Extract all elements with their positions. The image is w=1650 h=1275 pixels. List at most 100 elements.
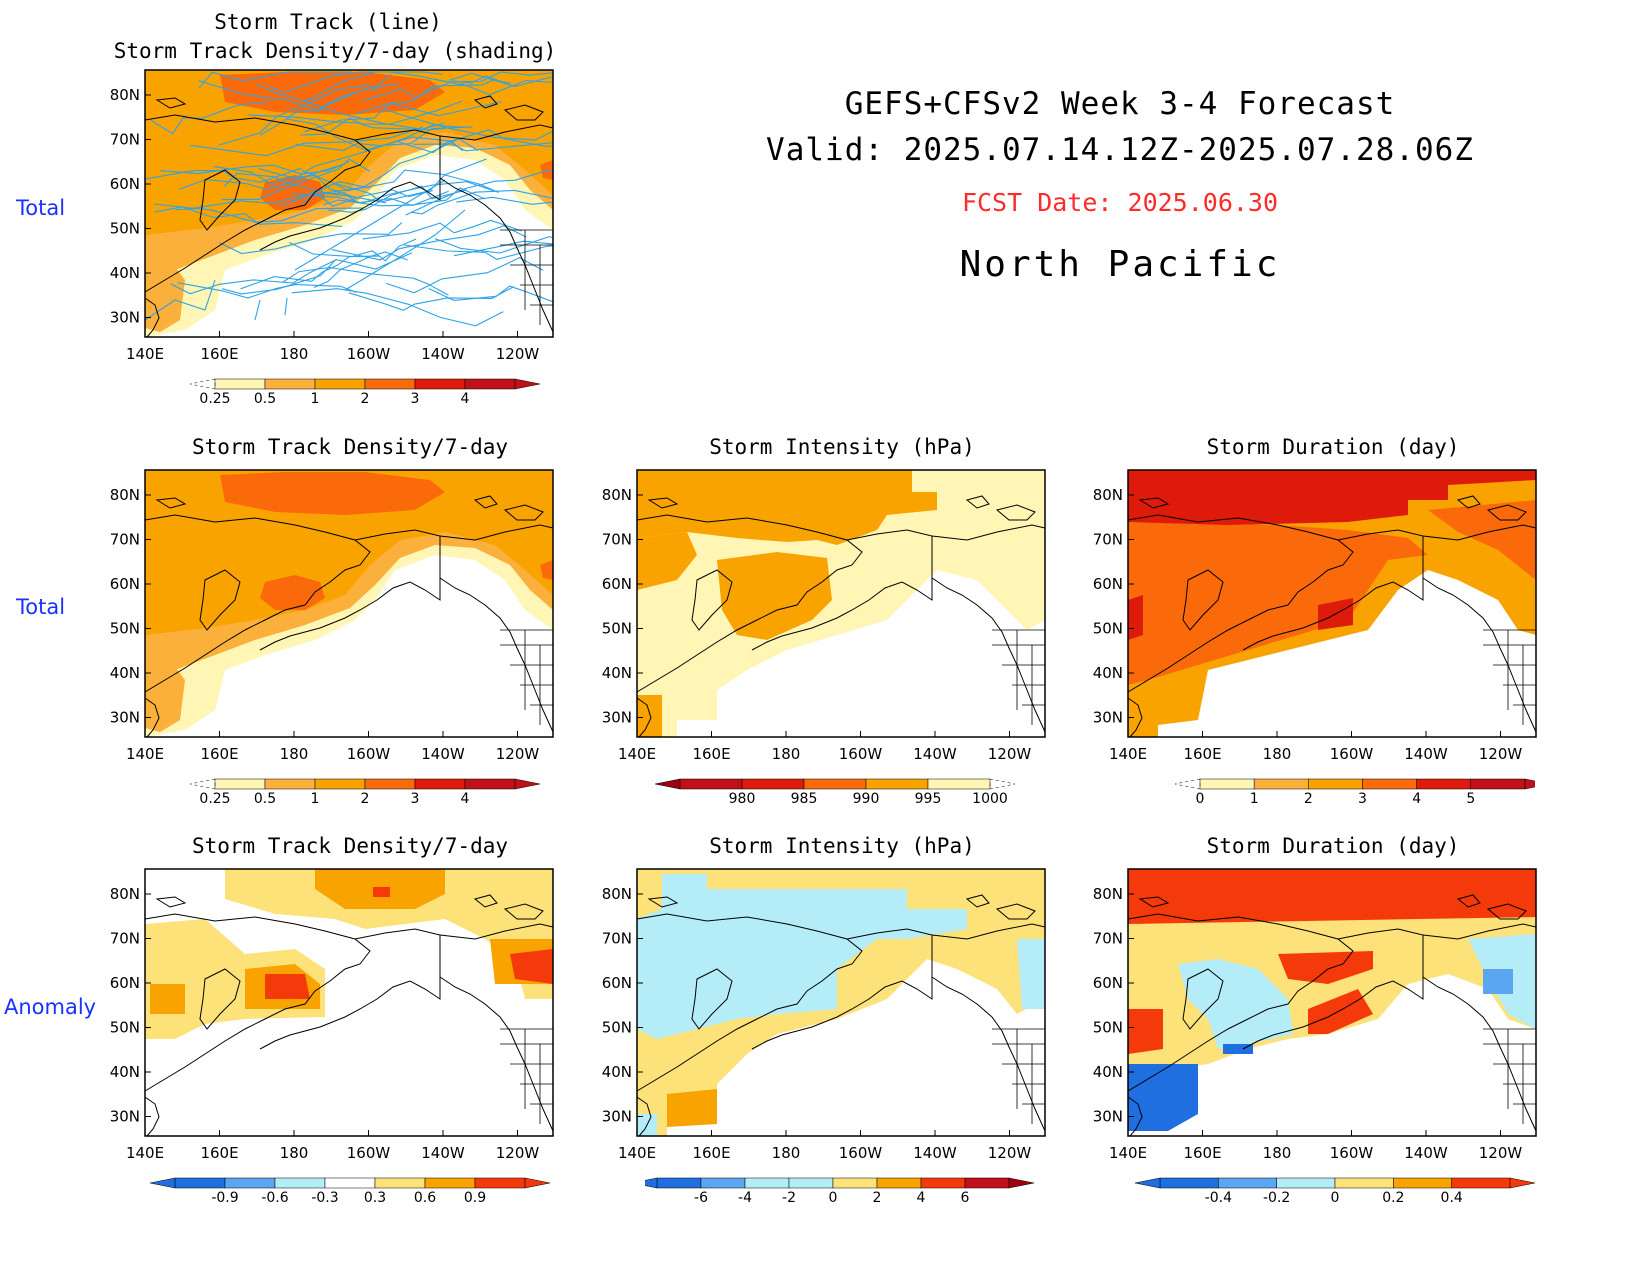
lon-label: 140W — [913, 745, 957, 763]
lat-label: 50N — [1093, 620, 1123, 638]
colorbar-segment — [865, 778, 929, 790]
colorbar-segment — [274, 1177, 326, 1189]
storm-track-line — [286, 118, 464, 152]
colorbar-segment — [414, 378, 466, 390]
colorbar-segment — [1451, 1177, 1511, 1189]
storm-track-line — [177, 282, 357, 299]
storm-track-line — [223, 172, 387, 204]
coastline — [439, 976, 554, 1132]
colorbar-label: 0.25 — [199, 791, 230, 806]
storm-track-line — [361, 75, 514, 102]
lon-label: 160W — [347, 1144, 391, 1162]
lon-label: 120W — [496, 345, 540, 363]
storm-track-line — [198, 71, 351, 89]
coastline — [439, 177, 554, 333]
coastline — [1182, 968, 1224, 1030]
duration-3-4 — [1128, 520, 1428, 685]
lon-label: 140W — [1404, 745, 1448, 763]
colorbar-segment — [1199, 778, 1255, 790]
density-contour-1 — [145, 470, 553, 635]
storm-track-line — [434, 236, 553, 254]
colorbar-duration-total: 0 1 2 3 4 5 — [1174, 778, 1535, 806]
coastline — [1422, 976, 1537, 1132]
coastline — [155, 497, 187, 509]
lat-label: 80N — [602, 885, 632, 903]
lon-label: 120W — [496, 745, 540, 763]
coastline — [1422, 923, 1537, 940]
colorbar-segment — [744, 1177, 790, 1189]
coastline — [1317, 529, 1424, 623]
coastline — [144, 913, 371, 1092]
colorbar-segment — [1362, 778, 1417, 790]
forecast-title: GEFS+CFSv2 Week 3-4 Forecast — [844, 86, 1396, 122]
coastline — [144, 514, 371, 693]
lon-label: 140W — [1404, 1144, 1448, 1162]
colorbar-segment — [424, 1177, 476, 1189]
colorbar-label: 2 — [1304, 791, 1313, 806]
coastline — [439, 577, 554, 733]
lat-label: 70N — [602, 531, 632, 549]
coastline — [503, 903, 544, 920]
lon-label: 160W — [347, 745, 391, 763]
colorbar-segment — [927, 778, 991, 790]
colorbar-label: 3 — [411, 791, 420, 806]
storm-track-line — [279, 189, 433, 207]
storm-track-line — [218, 84, 378, 146]
storm-track-line — [284, 297, 288, 316]
density-contour-2 — [260, 575, 325, 610]
panel-title-intensity-total: Storm Intensity (hPa) — [709, 435, 975, 459]
storm-track-line — [221, 158, 371, 201]
colorbar-segment — [214, 378, 266, 390]
intensity-990-995 — [637, 470, 937, 545]
intensity-anomaly-neg2-0 — [637, 874, 967, 1039]
colorbar-label: 2 — [361, 391, 370, 406]
coastline — [636, 913, 863, 1092]
colorbar-label: -6 — [694, 1190, 708, 1205]
storm-track-line — [460, 79, 553, 96]
colorbar-duration-anomaly: -0.4 -0.2 0 0.2 0.4 — [1135, 1177, 1535, 1205]
lat-label: 60N — [1093, 575, 1123, 593]
colorbar-segment — [1159, 1177, 1219, 1189]
lon-label: 120W — [988, 745, 1032, 763]
colorbar-segment — [314, 778, 366, 790]
coastline — [259, 621, 336, 651]
lon-label: 140W — [913, 1144, 957, 1162]
coastline — [1422, 577, 1537, 733]
lat-label: 60N — [602, 974, 632, 992]
storm-track-line — [289, 238, 417, 262]
duration-anomaly-neg0.2-0 — [1178, 959, 1293, 1049]
coastline — [636, 697, 652, 738]
coastline — [334, 529, 441, 623]
colorbar-label: 6 — [961, 1190, 970, 1205]
lat-label: 80N — [602, 486, 632, 504]
lat-label: 70N — [1093, 531, 1123, 549]
coastline — [826, 928, 933, 1022]
colorbar-label: 0.4 — [1441, 1190, 1463, 1205]
colorbar-segment — [364, 378, 416, 390]
intensity-anomaly-neg2-0 — [1017, 939, 1045, 1009]
map-frame — [1127, 469, 1537, 738]
lat-label: 40N — [1093, 664, 1123, 682]
coastline — [931, 577, 1046, 733]
colorbar-segment — [1253, 778, 1309, 790]
forecast-date: FCST Date: 2025.06.30 — [961, 188, 1279, 217]
density-contour-2 — [540, 160, 553, 180]
map-frame — [1127, 868, 1537, 1137]
colorbar-label: 990 — [853, 791, 880, 806]
coastline — [199, 169, 241, 231]
region-name: North Pacific — [959, 244, 1281, 285]
coastline — [259, 221, 336, 251]
colorbar-label: 0.3 — [364, 1190, 386, 1205]
coastline — [1486, 903, 1527, 920]
coastline — [931, 923, 1046, 940]
colorbar-segment — [964, 1177, 1010, 1189]
storm-track-line — [448, 72, 553, 87]
storm-track-line — [322, 138, 479, 194]
lat-label: 70N — [110, 131, 140, 149]
colorbar-segment — [1308, 778, 1363, 790]
lon-label: 160E — [692, 1144, 730, 1162]
colorbar-label: 0.5 — [254, 391, 276, 406]
colorbar-label: 0.2 — [1382, 1190, 1404, 1205]
colorbar-arrow-right — [1524, 778, 1535, 790]
lon-label: 160W — [1330, 1144, 1374, 1162]
